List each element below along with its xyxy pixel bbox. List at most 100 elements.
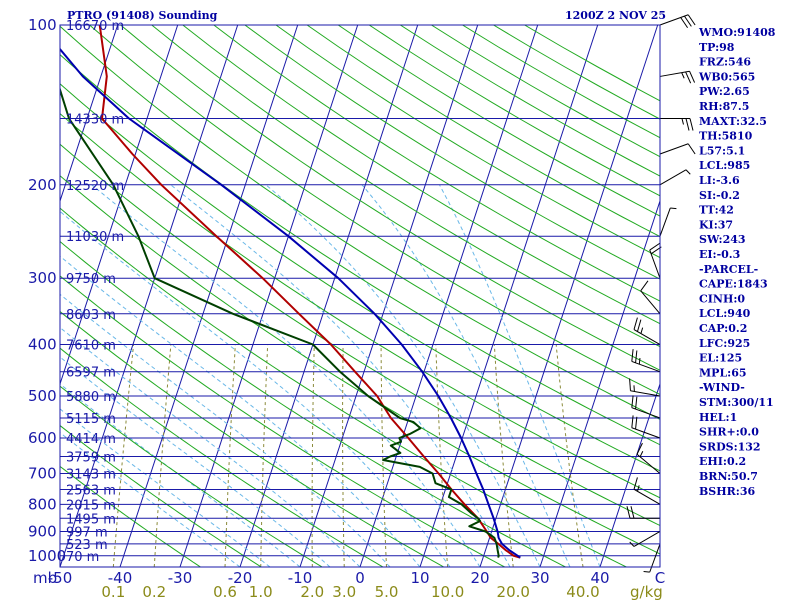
temperature-tick-label: -50 — [48, 569, 73, 587]
pressure-tick-label: 800 — [28, 495, 57, 513]
wind-barb — [633, 317, 661, 345]
index-line: EI:-0.3 — [699, 248, 740, 261]
dry-adiabat — [60, 143, 660, 527]
index-line: FRZ:546 — [699, 56, 751, 69]
pressure-tick-label: 100 — [28, 16, 57, 34]
index-line: WB0:565 — [698, 70, 755, 83]
mixing-ratio-line — [555, 344, 584, 567]
height-label: 12520 m — [66, 179, 124, 194]
index-line: LI:-3.6 — [699, 174, 740, 187]
isotherm-line — [179, 25, 359, 567]
mixing-ratio-line — [493, 344, 514, 567]
wind-barb-flag — [629, 378, 631, 391]
wind-barb-flag — [681, 118, 684, 125]
wind-barb-flag — [670, 207, 677, 210]
mixing-ratio-line — [311, 344, 315, 567]
mixing-ratio-tick-label: 10.0 — [431, 583, 464, 600]
index-line: HEL:1 — [699, 411, 737, 424]
index-line: SRDS:132 — [699, 440, 761, 453]
wind-barb-staff — [633, 329, 661, 345]
wind-barb — [631, 349, 661, 373]
index-line: LCL:985 — [699, 159, 750, 172]
temperature-profile — [98, 25, 521, 559]
height-label: 8603 m — [66, 308, 116, 323]
wind-barb-flag — [635, 396, 638, 410]
dry-adiabat — [60, 240, 566, 567]
temperature-tick-label: 40 — [590, 569, 609, 587]
wind-barb — [660, 117, 694, 131]
wind-barb-flag — [635, 416, 638, 430]
index-line: TP:98 — [699, 41, 735, 54]
isotherm-line — [60, 25, 119, 203]
index-line: SI:-0.2 — [699, 189, 740, 202]
wind-barb-flag — [687, 143, 696, 155]
dry-adiabat — [60, 310, 445, 567]
height-label: 6597 m — [66, 366, 116, 381]
dry-adiabat — [182, 25, 660, 325]
isobars — [60, 24, 660, 557]
wind-barb-flag — [630, 506, 635, 519]
wind-barb — [643, 543, 661, 573]
isotherm-line — [60, 25, 179, 386]
wind-barb-flag — [689, 118, 694, 131]
mixing-ratio-tick-label: 40.0 — [566, 583, 599, 600]
height-label: 2015 m — [66, 498, 116, 513]
index-line: LCL:940 — [699, 307, 751, 320]
index-line: CINH:0 — [699, 292, 745, 305]
plot-frame — [59, 24, 661, 568]
height-label: 9750 m — [66, 272, 116, 287]
moist-adiabat — [60, 326, 361, 567]
index-line: -PARCEL- — [699, 263, 758, 276]
dry-adiabat — [60, 424, 262, 567]
index-line: -WIND- — [699, 381, 745, 394]
wind-barb-flag — [631, 395, 634, 408]
chart-subtitle: 1200Z 2 NOV 25 — [565, 9, 666, 22]
index-line: BRN:50.7 — [699, 470, 758, 483]
wind-barb-staff — [659, 70, 690, 77]
wind-barb-flag — [626, 506, 631, 519]
mixing-ratio-tick-label: 0.6 — [213, 583, 237, 600]
moist-adiabats — [60, 184, 601, 567]
wind-barb-flag — [638, 357, 641, 365]
index-line: SHR+:0.0 — [699, 426, 759, 439]
isotherm-line — [419, 25, 599, 567]
moist-adiabat — [60, 383, 301, 567]
wind-barb — [659, 207, 677, 237]
mixing-ratio-tick-label: 5.0 — [375, 583, 399, 600]
wind-barb-flag — [635, 350, 638, 363]
pressure-tick-label: 900 — [28, 522, 57, 540]
wind-barb-staff — [633, 531, 661, 547]
wind-barb-staff — [659, 143, 689, 155]
index-line: SW:243 — [699, 233, 746, 246]
isotherm-line — [119, 25, 299, 567]
pressure-axis: 100 200 300 400 500 600 700 800 900 1000 — [28, 16, 66, 565]
isotherm-line — [60, 25, 239, 567]
wind-barb-flag — [633, 317, 638, 330]
pressure-tick-label: 200 — [28, 176, 57, 194]
wind-barb-staff — [636, 453, 661, 474]
moist-adiabat — [60, 432, 241, 567]
height-label: 4414 m — [66, 432, 116, 447]
index-line: L57:5.1 — [699, 144, 745, 157]
wind-barb-flag — [637, 485, 640, 492]
dry-adiabat — [60, 275, 505, 567]
wind-barb — [626, 506, 660, 519]
dry-adiabat — [244, 25, 660, 280]
temperature-tick-label: 10 — [410, 569, 429, 587]
dry-adiabat — [524, 25, 660, 102]
isotherm-line — [479, 25, 659, 567]
mixing-ratio-line — [224, 344, 236, 567]
mixing-ratio-line — [380, 344, 387, 567]
wind-barb — [659, 70, 696, 84]
wind-barb-flag — [629, 541, 635, 547]
index-line: RH:87.5 — [699, 100, 749, 113]
height-label: 523 m — [66, 538, 108, 553]
mixing-ratio-tick-label: 0.1 — [101, 583, 125, 600]
isotherm-line — [539, 199, 660, 567]
wind-barb-flag — [633, 477, 638, 490]
wind-barb — [640, 280, 661, 315]
index-line: STM:300/11 — [699, 396, 774, 409]
height-label: 14330 m — [66, 112, 124, 127]
dry-adiabat — [60, 385, 323, 567]
